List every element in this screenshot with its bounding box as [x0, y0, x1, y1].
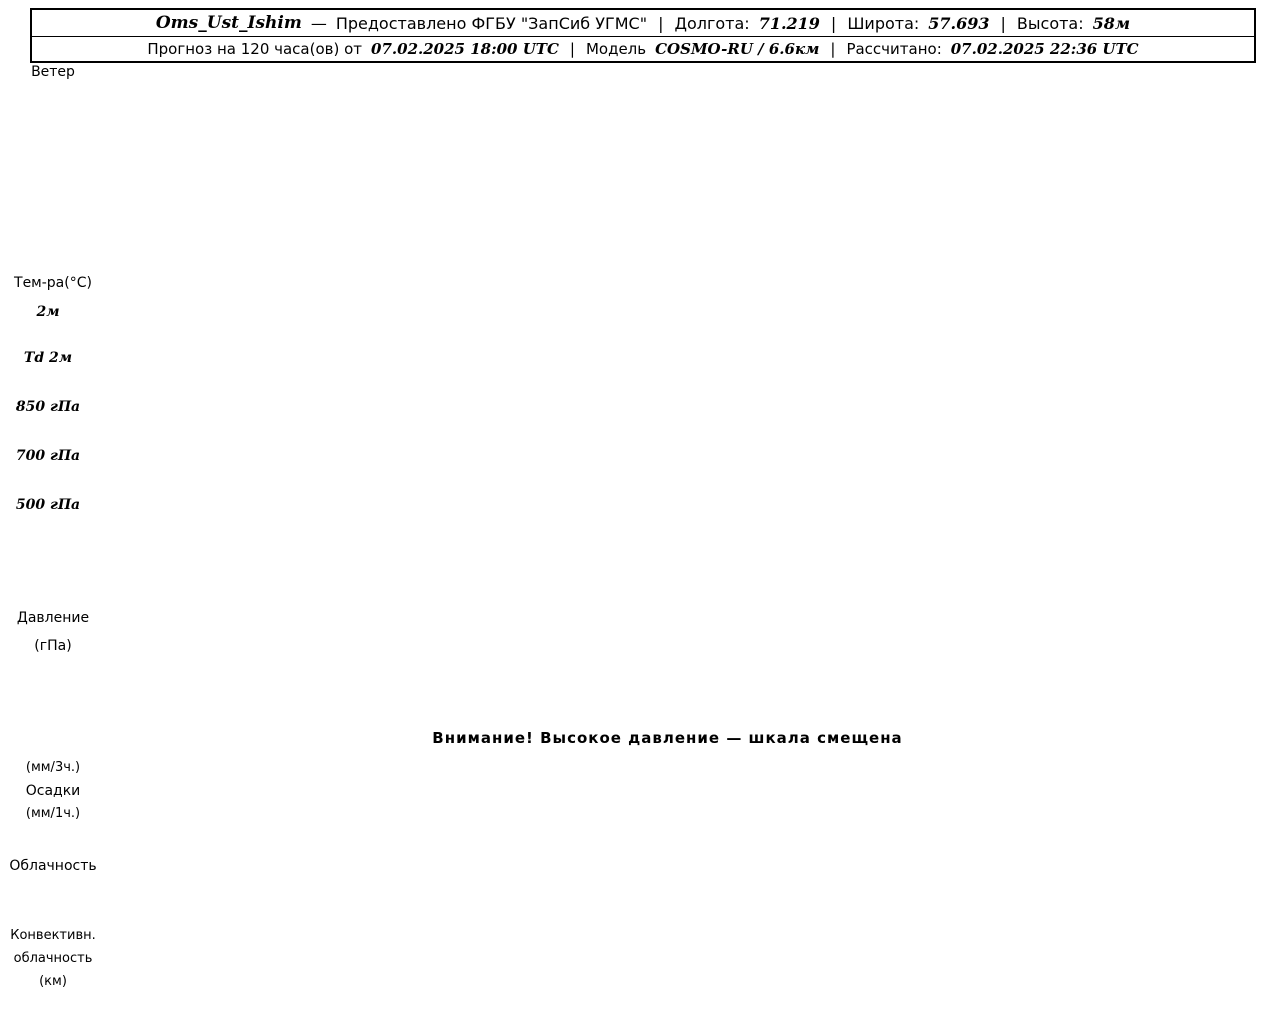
forecast-time: 07.02.2025 18:00 UTC [371, 40, 559, 58]
convective-panel-title-3: (км) [39, 974, 67, 989]
longitude-value: 71.219 [758, 13, 820, 33]
temp-panel-title: Тем-ра(°C) [14, 275, 92, 291]
provider-text: Предоставлено ФГБУ "ЗапСиб УГМС" [335, 13, 648, 33]
wind-panel-title: Ветер [31, 64, 75, 80]
station-name: Oms_Ust_Ishim [155, 13, 302, 33]
legend-label-td2m: Td 2м [23, 350, 73, 366]
altitude-value: 58м [1092, 13, 1131, 33]
precip-3h-label: (мм/3ч.) [25, 760, 81, 775]
separator: | [569, 40, 575, 58]
legend-label-t2m: 2м [36, 304, 60, 320]
separator: | [658, 13, 664, 33]
pressure-panel-title: Давление [16, 610, 90, 626]
altitude-label: Высота: [1016, 13, 1084, 33]
header-box: Oms_Ust_Ishim — Предоставлено ФГБУ "ЗапС… [30, 8, 1256, 63]
separator: | [1000, 13, 1006, 33]
precip-1h-label: (мм/1ч.) [25, 806, 81, 821]
legend-label-t850: 850 гПа [15, 399, 81, 415]
latitude-label: Широта: [847, 13, 920, 33]
separator: | [830, 13, 837, 33]
model-label: Модель [585, 40, 647, 58]
model-value: COSMO-RU / 6.6км [655, 40, 820, 58]
calc-time: 07.02.2025 22:36 UTC [950, 40, 1139, 58]
forecast-label: Прогноз на 120 часа(ов) от [147, 40, 363, 58]
convective-panel-title-2: облачность [13, 951, 93, 966]
convective-panel-title-1: Конвективн. [10, 928, 96, 943]
latitude-value: 57.693 [928, 13, 990, 33]
precip-panel-title: Осадки [25, 783, 81, 799]
pressure-warning-text: Внимание! Высокое давление — шкала смеще… [432, 729, 903, 747]
calc-label: Рассчитано: [846, 40, 942, 58]
longitude-label: Долгота: [674, 13, 750, 33]
separator: | [830, 40, 836, 58]
cloud-panel-title: Облачность [9, 858, 97, 874]
pressure-panel-units: (гПа) [34, 638, 72, 654]
header-dash: — [310, 13, 327, 33]
header-row-1: Oms_Ust_Ishim — Предоставлено ФГБУ "ЗапС… [32, 10, 1254, 37]
header-row-2: Прогноз на 120 часа(ов) от 07.02.2025 18… [32, 37, 1254, 61]
legend-label-t500: 500 гПа [15, 497, 81, 513]
legend-label-t700: 700 гПа [15, 448, 81, 464]
